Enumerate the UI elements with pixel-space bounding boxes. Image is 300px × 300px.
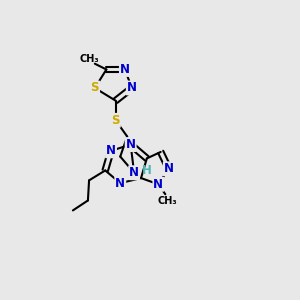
Text: N: N (106, 144, 116, 157)
Text: S: S (91, 82, 99, 94)
Text: S: S (111, 114, 120, 127)
Text: N: N (126, 138, 136, 151)
Text: CH₃: CH₃ (79, 54, 99, 64)
Text: CH₃: CH₃ (158, 196, 177, 206)
Text: N: N (164, 162, 174, 175)
Text: N: N (129, 166, 139, 179)
Text: H: H (142, 164, 152, 177)
Text: N: N (127, 82, 137, 94)
Text: N: N (120, 63, 130, 76)
Text: N: N (115, 177, 125, 190)
Text: N: N (153, 178, 164, 191)
